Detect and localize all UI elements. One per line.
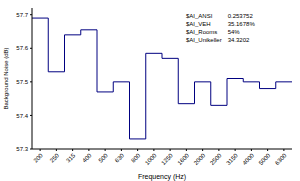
svg-text:57.6: 57.6	[16, 45, 28, 51]
svg-text:57.5: 57.5	[16, 79, 28, 85]
svg-text:57.3: 57.3	[16, 146, 28, 152]
html-text:$AI_VEH: $AI_VEH	[186, 21, 211, 27]
html-text:$AI_Unikeller: $AI_Unikeller	[186, 37, 222, 43]
svg-text:5000: 5000	[258, 152, 272, 166]
svg-text:57.4: 57.4	[16, 113, 28, 119]
svg-text:1000: 1000	[144, 152, 158, 166]
html-text:35.1678%: 35.1678%	[227, 21, 255, 27]
html-text:0.253752: 0.253752	[227, 13, 253, 19]
html-text:34.3202: 34.3202	[227, 37, 250, 43]
svg-text:200: 200	[33, 152, 45, 164]
svg-text:800: 800	[130, 152, 142, 164]
svg-text:4000: 4000	[241, 152, 255, 166]
svg-text:57.7: 57.7	[16, 12, 28, 18]
svg-text:400: 400	[81, 152, 93, 164]
svg-text:3150: 3150	[225, 152, 239, 166]
svg-text:315: 315	[65, 152, 77, 164]
svg-text:250: 250	[49, 152, 61, 164]
svg-text:1600: 1600	[176, 152, 190, 166]
html-text:$AI_Rooms: $AI_Rooms	[186, 29, 218, 35]
svg-text:1250: 1250	[160, 152, 174, 166]
svg-text:2500: 2500	[209, 152, 223, 166]
svg-text:Frequency (Hz): Frequency (Hz)	[138, 173, 186, 181]
svg-text:6300: 6300	[274, 152, 288, 166]
svg-text:2000: 2000	[193, 152, 207, 166]
html-text:$AI_ANSI: $AI_ANSI	[186, 13, 213, 19]
svg-text:500: 500	[98, 152, 110, 164]
html-text:54%: 54%	[227, 29, 240, 35]
svg-text:630: 630	[114, 152, 126, 164]
svg-text:Background Noise (dB): Background Noise (dB)	[8, 47, 9, 109]
